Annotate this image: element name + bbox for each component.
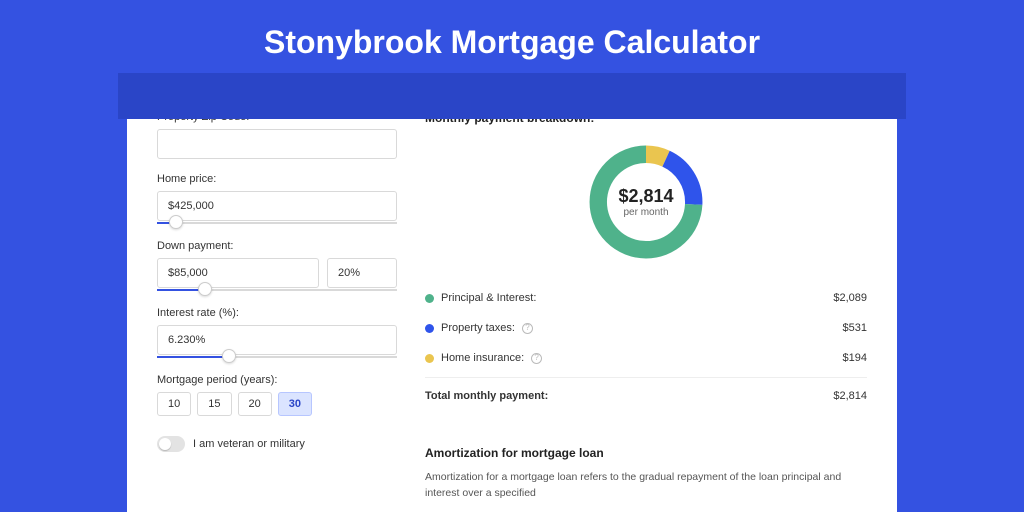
down-payment-slider[interactable] <box>157 287 397 293</box>
legend-label: Principal & Interest: <box>441 292 536 304</box>
period-button-10[interactable]: 10 <box>157 392 191 416</box>
veteran-label: I am veteran or military <box>193 438 305 450</box>
period-button-30[interactable]: 30 <box>278 392 312 416</box>
amortization-text: Amortization for a mortgage loan refers … <box>425 470 867 502</box>
legend-label: Home insurance: <box>441 352 524 364</box>
period-label: Mortgage period (years): <box>157 374 397 386</box>
donut-amount: $2,814 <box>618 186 673 207</box>
slider-thumb[interactable] <box>198 282 212 296</box>
down-payment-input[interactable] <box>157 258 319 288</box>
legend-dot <box>425 324 434 333</box>
down-payment-pct-input[interactable] <box>327 258 397 288</box>
toggle-knob <box>159 438 171 450</box>
breakdown-column: Monthly payment breakdown: $2,814 per mo… <box>425 111 867 502</box>
zip-input[interactable] <box>157 129 397 159</box>
page-title: Stonybrook Mortgage Calculator <box>0 0 1024 79</box>
legend-row: Home insurance:? $194 <box>425 343 867 373</box>
legend-value: $531 <box>843 322 867 334</box>
slider-thumb[interactable] <box>222 349 236 363</box>
amortization-title: Amortization for mortgage loan <box>425 446 867 460</box>
calculator-card: Property Zip Code: Home price: Down paym… <box>127 85 897 512</box>
legend-value: $194 <box>843 352 867 364</box>
legend-row: Principal & Interest: $2,089 <box>425 283 867 313</box>
info-icon[interactable]: ? <box>531 353 542 364</box>
period-button-15[interactable]: 15 <box>197 392 231 416</box>
total-label: Total monthly payment: <box>425 390 548 402</box>
legend: Principal & Interest: $2,089 Property taxe… <box>425 283 867 373</box>
payment-donut-chart: $2,814 per month <box>583 139 709 265</box>
total-row: Total monthly payment: $2,814 <box>425 377 867 411</box>
legend-dot <box>425 294 434 303</box>
legend-row: Property taxes:? $531 <box>425 313 867 343</box>
home-price-input[interactable] <box>157 191 397 221</box>
home-price-slider[interactable] <box>157 220 397 226</box>
legend-label: Property taxes: <box>441 322 515 334</box>
legend-dot <box>425 354 434 363</box>
header-banner <box>118 73 906 119</box>
interest-rate-label: Interest rate (%): <box>157 307 397 319</box>
period-button-20[interactable]: 20 <box>238 392 272 416</box>
interest-rate-input[interactable] <box>157 325 397 355</box>
donut-subtext: per month <box>623 207 668 218</box>
interest-rate-slider[interactable] <box>157 354 397 360</box>
legend-value: $2,089 <box>833 292 867 304</box>
slider-thumb[interactable] <box>169 215 183 229</box>
period-button-group: 1015 2030 <box>157 392 397 416</box>
veteran-toggle[interactable] <box>157 436 185 452</box>
form-column: Property Zip Code: Home price: Down paym… <box>157 111 397 502</box>
down-payment-label: Down payment: <box>157 240 397 252</box>
info-icon[interactable]: ? <box>522 323 533 334</box>
total-value: $2,814 <box>833 390 867 402</box>
home-price-label: Home price: <box>157 173 397 185</box>
